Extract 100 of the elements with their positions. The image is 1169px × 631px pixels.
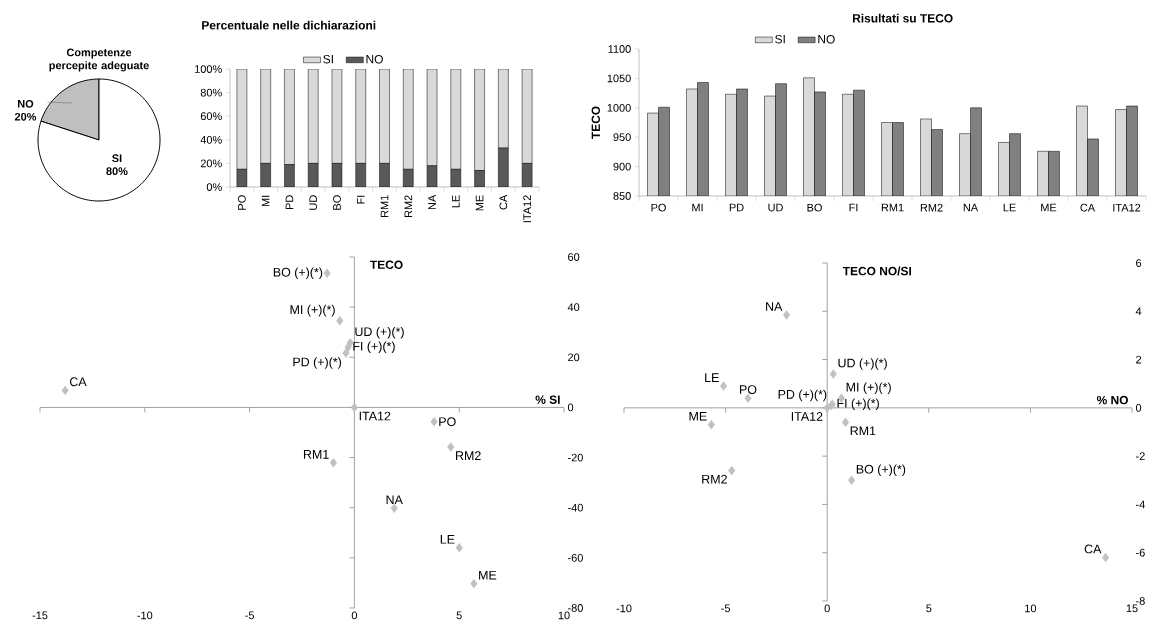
x-tick-label: -5	[721, 604, 731, 613]
y-tick-label: 20	[568, 353, 580, 362]
y-tick-label: 80%	[200, 88, 222, 97]
x-tick-label: 10	[1025, 604, 1037, 613]
x-tick-label: LE	[1003, 203, 1016, 212]
chart-title: Risultati su TECO	[852, 13, 953, 23]
annotation: CA	[69, 377, 87, 387]
x-tick-label: FI	[356, 195, 365, 204]
annotation: ITA12	[791, 412, 823, 421]
y-tick-label: 60	[568, 253, 580, 261]
y-tick-label: -60	[568, 553, 583, 562]
y-tick-label: 100%	[195, 65, 222, 73]
y-axis-title: TECO	[591, 106, 601, 139]
annotation: UD (+)(*)	[355, 326, 404, 339]
x-tick-label: PO	[238, 195, 246, 210]
annotation: MI (+)(*)	[846, 382, 891, 394]
x-tick-label: RM1	[881, 203, 904, 212]
x-tick-label: NA	[428, 194, 436, 210]
y-tick-label: -4	[1136, 500, 1145, 509]
y-tick-label: 950	[613, 133, 631, 142]
x-tick-label: -5	[245, 611, 254, 620]
y-tick-label: 850	[613, 192, 631, 200]
annotation: MI (+)(*)	[290, 304, 335, 317]
annotation: RM1	[850, 426, 876, 436]
y-tick-label: -20	[568, 453, 583, 462]
y-tick-label: 40	[567, 303, 580, 312]
x-tick-label: MI	[692, 203, 703, 212]
x-tick-label: -10	[616, 604, 632, 613]
x-tick-label: PD	[729, 203, 744, 212]
y-tick-label: 900	[613, 162, 631, 171]
x-tick-label: RM2	[404, 195, 413, 217]
annotation: CA	[1084, 544, 1102, 554]
y-tick-label: -80	[568, 604, 583, 612]
x-tick-label: RM2	[920, 203, 943, 212]
y-tick-label: 0	[1135, 403, 1142, 412]
annotation: UD (+)(*)	[838, 358, 887, 370]
x-tick-label: BO	[807, 203, 822, 212]
annotation: NA	[386, 495, 403, 505]
x-tick-label: CA	[499, 194, 508, 210]
y-tick-label: 1100	[608, 45, 631, 53]
y-tick-label: -40	[568, 503, 583, 512]
annotation: ME	[689, 411, 707, 421]
annotation: BO (+)(*)	[856, 464, 906, 477]
x-tick-label: 10	[558, 611, 570, 620]
x-tick-label: PD	[285, 195, 294, 210]
chart-title: Percentuale nelle dichiarazioni	[202, 20, 376, 30]
x-tick-label: PO	[651, 203, 666, 212]
y-tick-label: 40%	[200, 135, 222, 144]
y-tick-label: 0%	[206, 183, 222, 191]
x-tick-label: ITA12	[523, 195, 531, 223]
x-tick-label: 15	[1126, 604, 1138, 613]
annotation: PO	[439, 417, 456, 427]
y-axis-title: TECO NO/SI	[842, 266, 911, 276]
x-tick-label: UD	[768, 203, 783, 212]
x-tick-label: ME	[1041, 203, 1057, 212]
annotation: BO (+)(*)	[273, 267, 323, 280]
y-tick-label: 1000	[607, 103, 631, 112]
x-tick-label: MI	[261, 195, 270, 207]
x-tick-label: BO	[333, 195, 341, 210]
x-tick-label: -15	[32, 611, 48, 620]
slice-label: SI	[112, 154, 122, 163]
x-tick-label: UD	[309, 195, 318, 210]
annotation: PO	[739, 385, 757, 394]
y-tick-label: -6	[1136, 548, 1145, 557]
y-tick-label: 60%	[200, 112, 222, 121]
annotation: NA	[766, 302, 783, 311]
annotation: ITA12	[359, 411, 391, 421]
x-tick-label: CA	[1080, 203, 1096, 212]
annotation: RM1	[303, 450, 329, 459]
y-tick-label: 2	[1136, 355, 1142, 364]
data-label: 80%	[106, 167, 128, 176]
legend-label: SI	[323, 54, 333, 64]
x-tick-label: LE	[452, 195, 460, 208]
x-axis-title: % SI	[535, 395, 560, 404]
annotation: LE	[705, 373, 719, 382]
annotation: RM2	[702, 474, 727, 484]
legend-label: SI	[775, 34, 785, 44]
x-tick-label: ITA12	[1113, 203, 1141, 212]
annotation: FI (+)(*)	[353, 341, 395, 354]
x-tick-label: FI	[849, 203, 858, 212]
y-tick-label: -8	[1136, 597, 1145, 605]
y-tick-label: -2	[1136, 452, 1145, 460]
annotation: LE	[440, 535, 455, 544]
x-tick-label: 0	[351, 611, 358, 620]
data-label: 20%	[14, 112, 37, 121]
annotation: ME	[479, 570, 497, 580]
x-tick-label: -10	[137, 611, 153, 620]
legend-label: NO	[366, 54, 383, 64]
x-tick-label: 5	[926, 604, 932, 613]
y-tick-label: 6	[1136, 259, 1142, 267]
x-tick-label: NA	[963, 203, 979, 212]
x-tick-label: 5	[456, 611, 462, 620]
x-tick-label: RM1	[380, 195, 389, 217]
chart-title: Competenze percepite adeguate	[49, 48, 149, 72]
annotation: PD (+)(*)	[293, 357, 342, 369]
annotation: PD (+)(*)	[778, 389, 827, 402]
y-tick-label: 1050	[607, 74, 631, 83]
legend-label: NO	[818, 34, 835, 44]
y-axis-title: TECO	[370, 260, 403, 269]
x-tick-label: 0	[824, 604, 830, 613]
